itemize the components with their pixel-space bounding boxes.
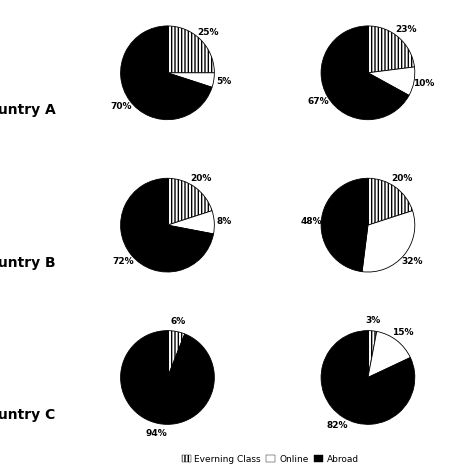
Wedge shape [167, 73, 214, 87]
Text: 6%: 6% [171, 317, 186, 326]
Text: 15%: 15% [392, 328, 414, 337]
Text: 70%: 70% [110, 102, 132, 111]
Text: 67%: 67% [308, 98, 329, 107]
Text: 48%: 48% [300, 217, 322, 226]
Text: 25%: 25% [197, 28, 219, 37]
Text: 23%: 23% [395, 26, 417, 35]
Wedge shape [321, 331, 415, 424]
Wedge shape [368, 67, 415, 95]
Wedge shape [120, 178, 213, 272]
Wedge shape [368, 331, 377, 377]
Text: 82%: 82% [327, 421, 348, 430]
Wedge shape [120, 331, 214, 424]
Wedge shape [167, 331, 185, 377]
Wedge shape [368, 26, 414, 73]
Text: 3%: 3% [366, 316, 381, 325]
Wedge shape [362, 210, 415, 272]
Text: 72%: 72% [113, 257, 134, 266]
Wedge shape [321, 26, 409, 119]
Text: Country C: Country C [0, 408, 55, 422]
Text: 8%: 8% [217, 217, 232, 226]
Wedge shape [368, 331, 410, 377]
Text: 94%: 94% [146, 429, 168, 438]
Text: Country A: Country A [0, 103, 55, 117]
Legend: Everning Class, Online, Abroad: Everning Class, Online, Abroad [178, 451, 362, 467]
Text: Country B: Country B [0, 255, 55, 270]
Wedge shape [120, 26, 212, 119]
Wedge shape [368, 178, 412, 225]
Text: 20%: 20% [391, 174, 412, 183]
Text: 5%: 5% [216, 77, 232, 86]
Wedge shape [167, 178, 212, 225]
Wedge shape [321, 178, 368, 272]
Wedge shape [167, 210, 214, 234]
Text: 20%: 20% [191, 174, 212, 183]
Text: 10%: 10% [413, 79, 435, 88]
Wedge shape [167, 26, 214, 73]
Text: 32%: 32% [401, 257, 423, 266]
